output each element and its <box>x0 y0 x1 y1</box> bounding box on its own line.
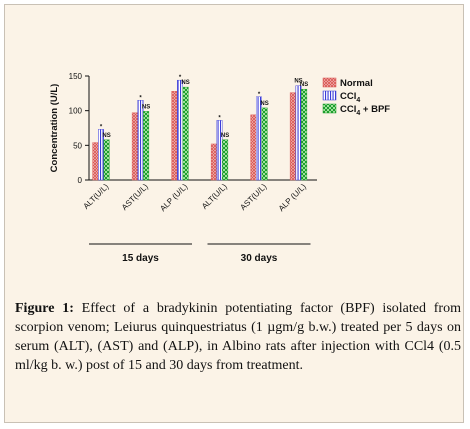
significance-asterisk: * <box>258 92 261 98</box>
group-label: 15 days <box>122 253 159 264</box>
bar-ccl4-bpf <box>222 139 229 181</box>
bar-ccl4-bpf <box>143 111 150 181</box>
x-tick-label: ALP (U/L) <box>158 182 189 213</box>
legend-swatch <box>322 90 337 101</box>
figure-panel: 0 50 100 150 Concentration (U/L) ALT(U/L) AST… <box>4 4 464 423</box>
significance-asterisk: * <box>179 75 182 81</box>
ns-label: NS <box>294 79 302 85</box>
chart-axes: 0 50 100 150 Concentration (U/L) <box>49 72 317 185</box>
caption-label: Figure 1: <box>15 301 74 316</box>
bar-ccl4-bpf <box>301 88 308 181</box>
chart-labels: ALT(U/L) AST(U/L) ALP (U/L) ALT(U/L) AST(U/L… <box>82 75 311 264</box>
y-tick-label: 0 <box>78 176 83 185</box>
figure-caption: Figure 1: Effect of a bradykinin potenti… <box>15 299 461 375</box>
significance-asterisk: * <box>100 124 103 130</box>
legend-swatch <box>322 103 337 114</box>
x-tick-label: AST(U/L) <box>120 182 150 212</box>
group-label: 30 days <box>241 253 278 264</box>
bar-ccl4-bpf <box>261 107 268 181</box>
ns-label: NS <box>221 133 229 139</box>
bar-normal <box>131 112 138 181</box>
significance-asterisk: * <box>218 115 221 121</box>
bar-ccl4 <box>216 120 223 181</box>
bar-ccl4 <box>255 96 262 181</box>
bar-ccl4-bpf <box>103 139 110 181</box>
bar-normal <box>92 142 99 181</box>
bar-normal <box>171 91 178 181</box>
legend-swatch <box>322 77 337 88</box>
legend-label: CCl4 <box>340 91 360 104</box>
caption-text: Effect of a bradykinin potentiating fact… <box>15 301 461 373</box>
bar-normal <box>289 92 296 181</box>
bar-ccl4 <box>295 85 302 181</box>
x-tick-label: AST(U/L) <box>238 182 268 212</box>
significance-asterisk: * <box>139 95 142 101</box>
legend-label: Normal <box>340 78 373 89</box>
bar-ccl4-bpf <box>182 86 189 181</box>
x-tick-label: ALT(U/L) <box>82 182 111 211</box>
x-tick-label: ALP (U/L) <box>277 182 308 213</box>
ns-label: NS <box>260 101 268 107</box>
bar-normal <box>210 143 217 181</box>
ns-label: NS <box>102 133 110 139</box>
ns-label: NS <box>300 82 308 88</box>
ns-label: NS <box>181 80 189 86</box>
y-tick-label: 100 <box>69 107 83 116</box>
bar-ccl4 <box>176 79 183 181</box>
y-tick-label: 50 <box>73 141 82 150</box>
y-axis-label: Concentration (U/L) <box>49 84 60 173</box>
bar-chart: 0 50 100 150 Concentration (U/L) ALT(U/L) AST… <box>49 72 390 264</box>
bar-ccl4 <box>137 100 144 181</box>
x-tick-label: ALT(U/L) <box>200 182 229 211</box>
chart-bars <box>92 79 308 181</box>
y-tick-label: 150 <box>69 72 83 81</box>
ns-label: NS <box>142 104 150 110</box>
legend-label: CCl4 + BPF <box>340 104 390 117</box>
bar-normal <box>250 114 257 181</box>
